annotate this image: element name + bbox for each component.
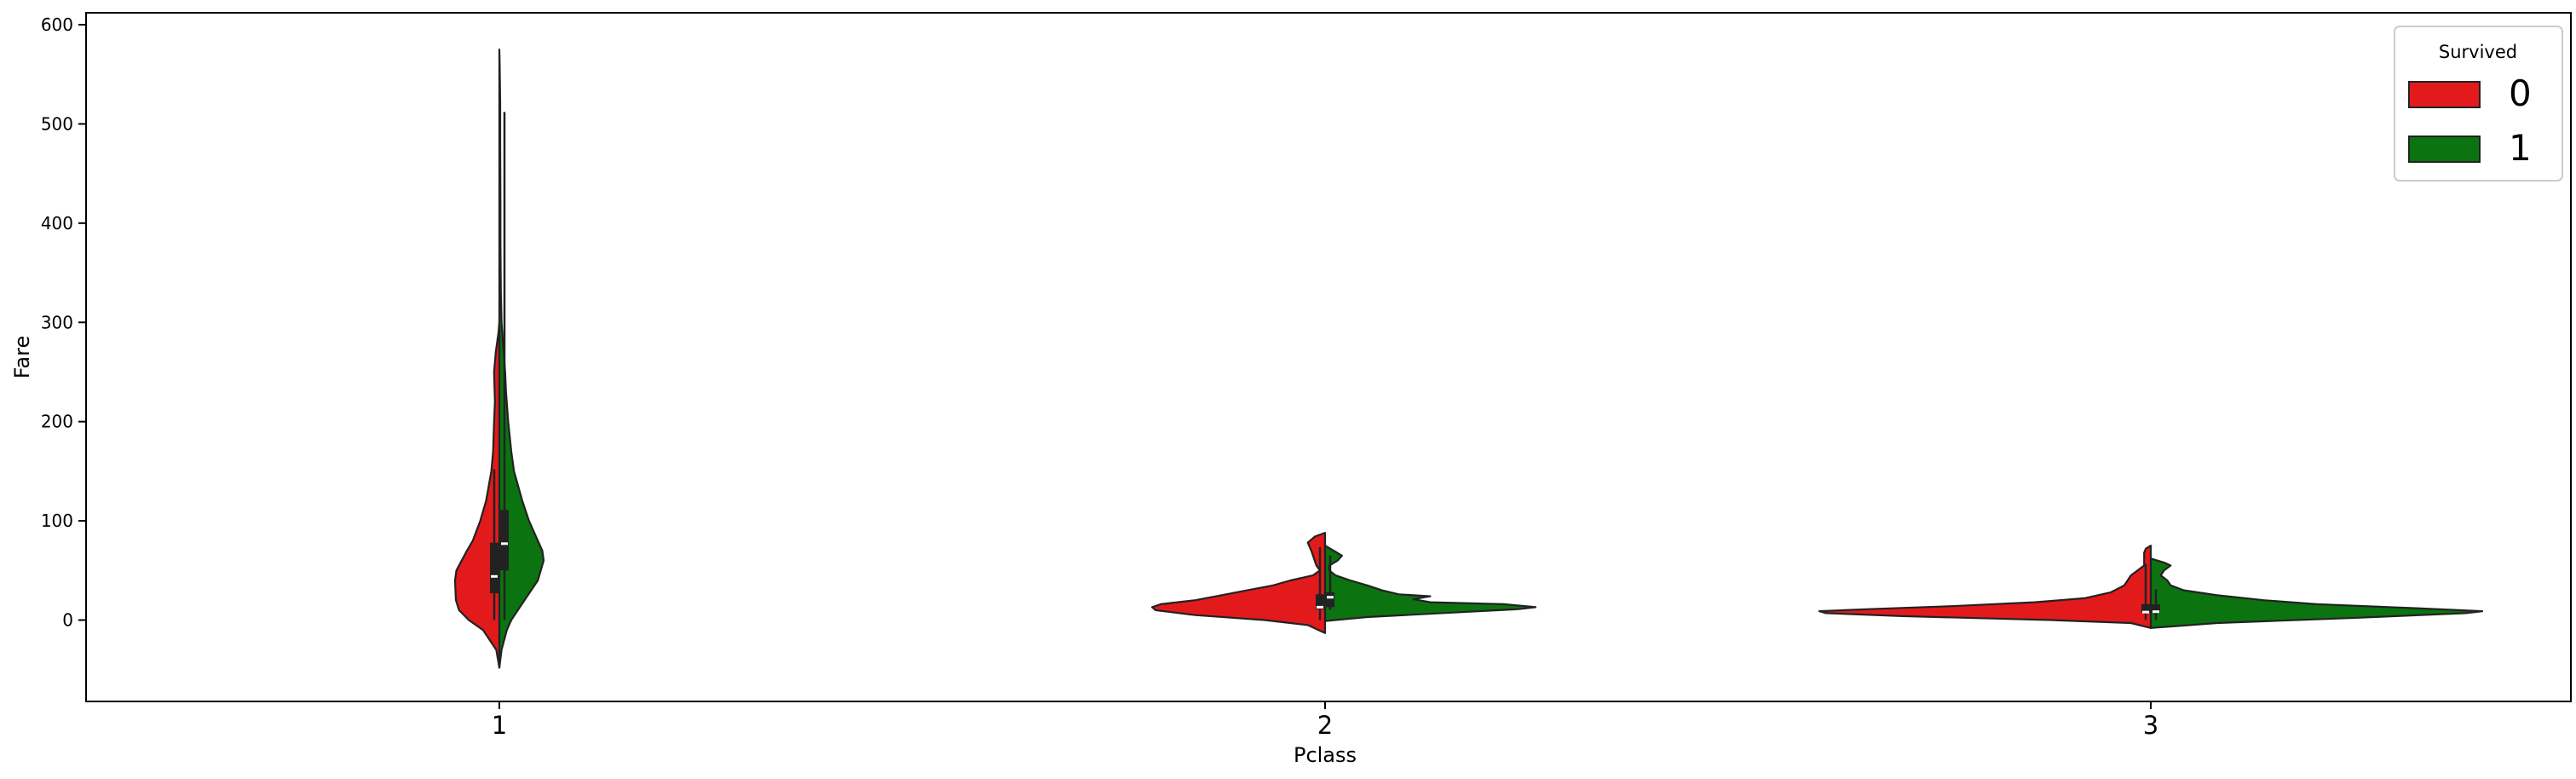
iqr-box-1-survived-1 <box>500 510 509 571</box>
violin-layer <box>453 49 2484 669</box>
x-axis-label: Pclass <box>1294 743 1357 767</box>
y-tick-label: 600 <box>41 14 73 35</box>
legend-title: Survived <box>2439 42 2517 62</box>
y-tick-label: 0 <box>62 610 73 631</box>
box-layer <box>490 112 2160 620</box>
x-tick-label: 3 <box>2143 711 2158 740</box>
legend-label-0: 0 <box>2509 72 2532 114</box>
violin-2-survived-1 <box>1323 545 1537 622</box>
legend-swatch-1 <box>2408 136 2481 163</box>
iqr-box-2-survived-1 <box>1326 591 1334 608</box>
plot-frame <box>85 12 2572 702</box>
y-axis: 0 100 200 300 400 500 600 <box>41 14 86 631</box>
violin-1-survived-0 <box>453 321 501 669</box>
y-tick-label: 200 <box>41 412 73 432</box>
iqr-box-1-survived-0 <box>490 542 498 594</box>
violin-2-survived-0 <box>1150 532 1327 634</box>
x-tick-label: 1 <box>492 711 507 740</box>
y-tick-label: 500 <box>41 113 73 134</box>
violin-3-survived-1 <box>2149 557 2484 629</box>
iqr-box-2-survived-0 <box>1316 594 1324 609</box>
iqr-box-3-survived-1 <box>2152 604 2160 613</box>
x-axis: 1 2 3 <box>492 701 2158 740</box>
y-tick-label: 100 <box>41 511 73 531</box>
y-tick-label: 400 <box>41 213 73 234</box>
x-tick-label: 2 <box>1317 711 1333 740</box>
violin-1-survived-1 <box>498 49 545 669</box>
violin-3-survived-0 <box>1818 545 2152 629</box>
legend: Survived 01 <box>2394 26 2563 182</box>
y-axis-label: Fare <box>10 336 34 378</box>
iqr-box-3-survived-0 <box>2141 603 2150 613</box>
y-tick-label: 300 <box>41 312 73 332</box>
legend-label-1: 1 <box>2509 127 2532 169</box>
legend-entries: 01 <box>2408 72 2532 169</box>
legend-swatch-0 <box>2408 81 2481 108</box>
